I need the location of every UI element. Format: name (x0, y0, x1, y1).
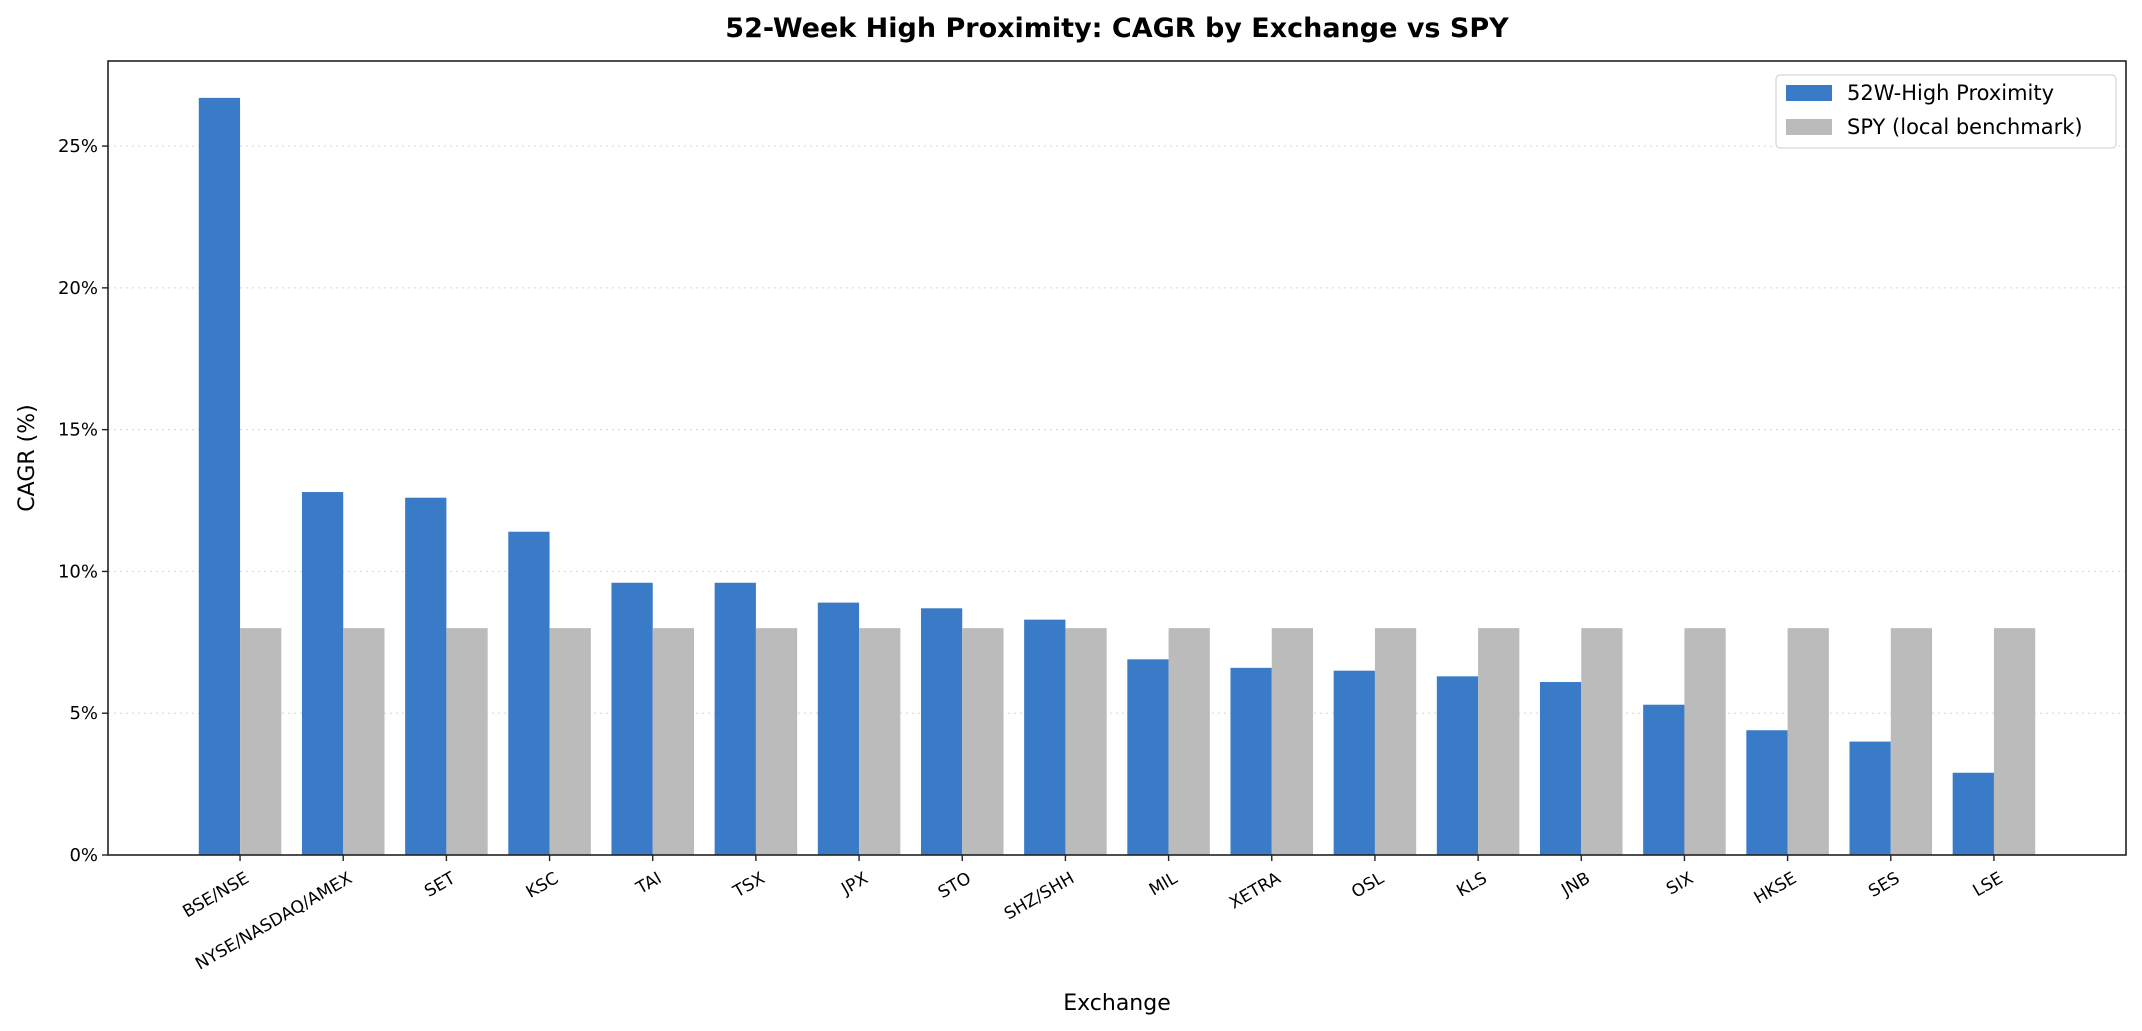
bar-spy-sto (962, 628, 1004, 855)
legend-label-1: SPY (local benchmark) (1847, 115, 2083, 139)
bar-spy-jpx (859, 628, 901, 855)
chart-title: 52-Week High Proximity: CAGR by Exchange… (725, 13, 1509, 44)
bar-52w-high-osl (1333, 670, 1375, 855)
bar-52w-high-ksc (508, 531, 550, 855)
bar-spy-ses (1890, 628, 1933, 855)
legend-swatch-0 (1786, 85, 1832, 101)
x-tick-label: OSL (1348, 868, 1388, 902)
bar-52w-high-nyse-nasdaq-amex (301, 492, 344, 855)
x-tick-label: LSE (1970, 868, 2007, 901)
bar-52w-high-set (405, 497, 447, 855)
bar-spy-kls (1478, 628, 1520, 855)
x-tick-label: KSC (523, 868, 562, 902)
bar-spy-mil (1168, 628, 1210, 855)
y-tick-label: 5% (69, 703, 98, 724)
bar-52w-high-six (1643, 704, 1685, 855)
x-tick-label: STO (935, 868, 975, 903)
x-tick-label: XETRA (1226, 868, 1284, 913)
bar-52w-high-mil (1127, 659, 1169, 855)
y-tick-label: 0% (69, 845, 98, 866)
bar-52w-high-hkse (1746, 730, 1788, 855)
bar-52w-high-bse-nse (198, 97, 241, 856)
x-tick-label: HKSE (1751, 868, 1800, 908)
bar-52w-high-kls (1436, 676, 1479, 855)
bar-spy-six (1684, 628, 1726, 855)
bar-spy-xetra (1271, 628, 1314, 855)
bar-spy-osl (1374, 628, 1417, 855)
x-tick-label: SIX (1663, 868, 1697, 899)
bar-spy-hkse (1787, 628, 1829, 855)
bar-52w-high-jpx (817, 602, 860, 855)
x-tick-label: MIL (1146, 868, 1182, 900)
y-tick-label: 25% (58, 136, 98, 157)
bar-52w-high-tai (611, 582, 653, 855)
bar-52w-high-ses (1849, 741, 1891, 855)
legend: 52W-High Proximity SPY (local benchmark) (1775, 74, 2117, 149)
x-axis-label: Exchange (1063, 991, 1171, 1016)
y-tick-label: 10% (58, 561, 98, 582)
bar-spy-ksc (549, 628, 591, 855)
y-tick-label: 20% (58, 278, 98, 299)
x-tick-label: BSE/NSE (179, 868, 252, 922)
plot-frame (107, 60, 2127, 856)
bar-spy-set (446, 628, 488, 855)
x-tick-label: SES (1865, 868, 1903, 901)
bar-spy-tai (652, 628, 695, 855)
x-tick-label: SET (421, 868, 459, 902)
bar-spy-lse (1993, 628, 2036, 855)
bar-52w-high-lse (1952, 772, 1994, 855)
y-tick-label: 15% (58, 420, 98, 441)
bar-spy-jnb (1581, 628, 1623, 855)
x-tick-label: JPX (837, 868, 871, 899)
bar-52w-high-tsx (714, 582, 756, 855)
bar-52w-high-xetra (1230, 667, 1272, 855)
x-tick-label: TSX (729, 868, 769, 902)
x-tick-label: KLS (1453, 868, 1490, 901)
legend-box (1775, 74, 2117, 149)
legend-swatch-1 (1786, 119, 1832, 135)
bar-spy-nyse-nasdaq-amex (343, 628, 385, 855)
x-tick-label: SHZ/SHH (1001, 868, 1078, 924)
y-axis-label: CAGR (%) (15, 404, 40, 511)
bar-52w-high-jnb (1539, 682, 1582, 855)
x-tick-label: JNB (1557, 868, 1593, 901)
bar-spy-bse-nse (240, 628, 282, 855)
bar-52w-high-shz-shh (1024, 619, 1066, 855)
bar-spy-tsx (755, 628, 798, 855)
bar-52w-high-sto (920, 608, 963, 855)
x-tick-label: TAI (632, 868, 665, 899)
bar-spy-shz-shh (1065, 628, 1107, 855)
legend-label-0: 52W-High Proximity (1847, 81, 2054, 105)
